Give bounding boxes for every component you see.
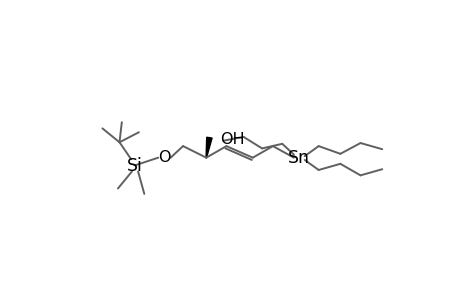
Polygon shape bbox=[206, 137, 212, 158]
Text: O: O bbox=[158, 150, 170, 165]
Text: Si: Si bbox=[127, 157, 143, 175]
Text: Sn: Sn bbox=[288, 149, 310, 167]
Text: OH: OH bbox=[220, 132, 244, 147]
